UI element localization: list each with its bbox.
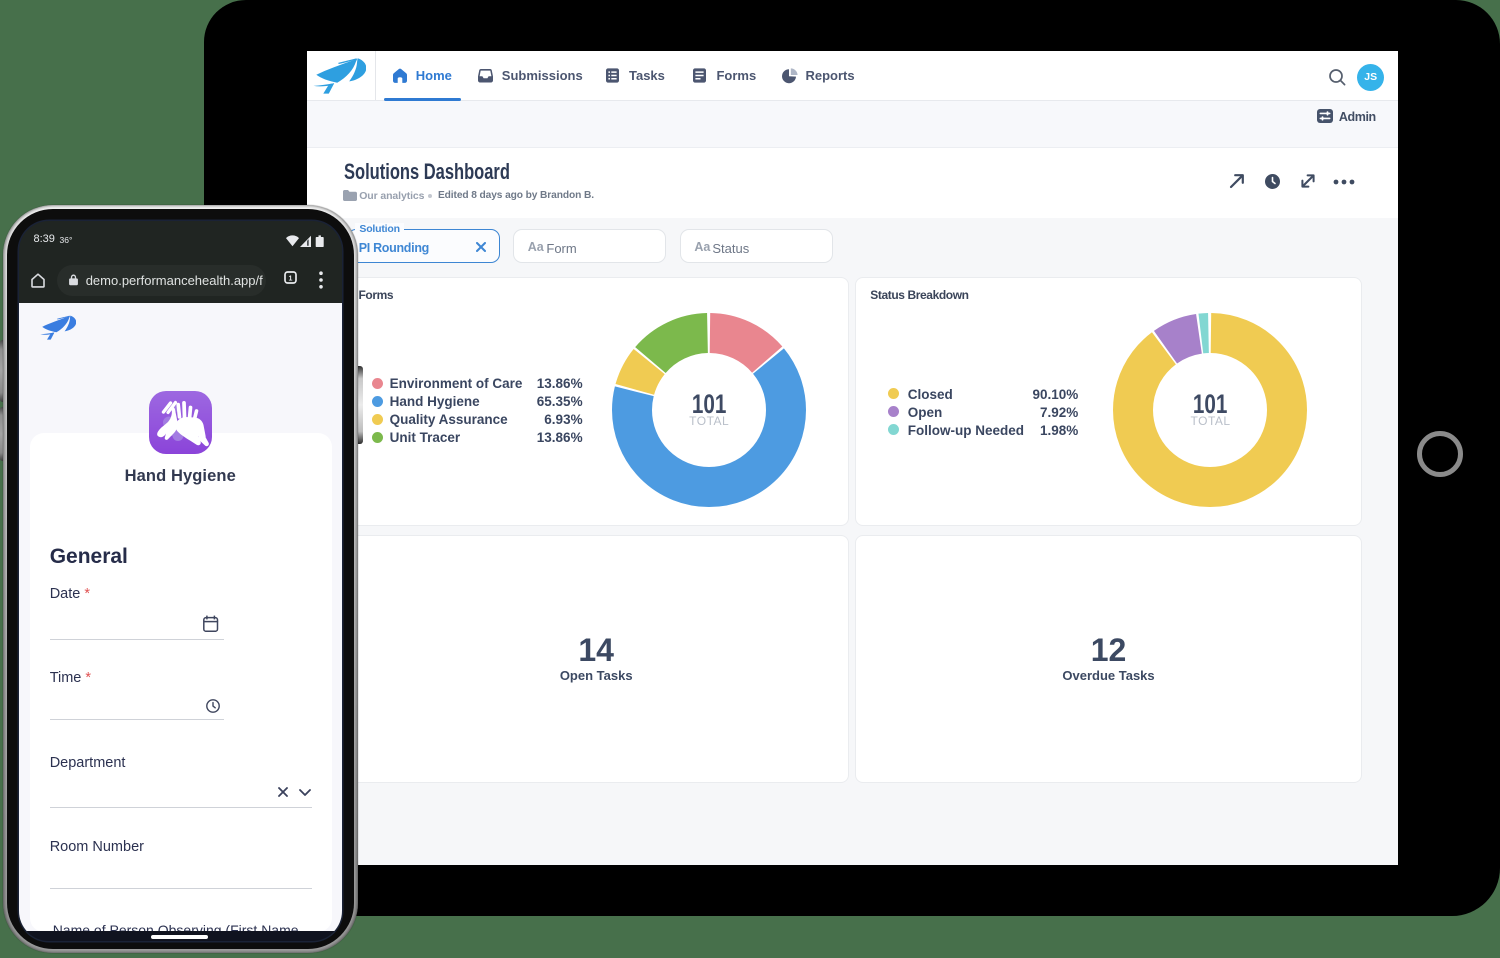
svg-text:1: 1 bbox=[288, 275, 292, 282]
